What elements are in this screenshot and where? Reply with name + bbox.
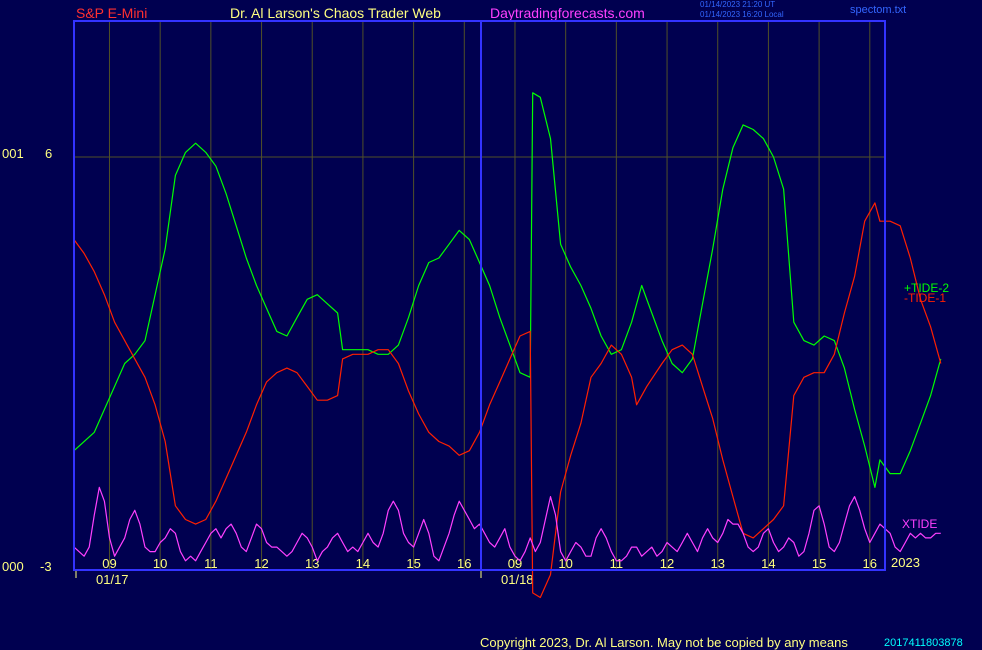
hour-tick-label: 15	[406, 556, 420, 571]
plot-frame	[73, 20, 886, 571]
hour-labels-layer: 09 10 11 12 13 14 15 16 09 10 11 12 13 14 15 16	[75, 556, 877, 578]
year-label: 2023	[891, 555, 920, 570]
xtide-line	[73, 486, 941, 562]
symbol-title: S&P E-Mini	[76, 5, 148, 21]
hour-tick-label: 14	[356, 556, 370, 571]
source-file: spectom.txt	[850, 4, 907, 16]
legend-tide1: -TIDE-1	[904, 291, 946, 305]
hour-tick-label: 13	[305, 556, 319, 571]
hour-tick-label: 14	[761, 556, 775, 571]
hour-tick-label: 09	[102, 556, 116, 571]
hour-tick-label: 12	[254, 556, 268, 571]
hour-tick-label: 11	[204, 556, 218, 571]
site-link[interactable]: Daytradingforecasts.com	[490, 5, 645, 21]
chart-title: Dr. Al Larson's Chaos Trader Web	[230, 5, 441, 21]
footer-code: 2017411803878	[884, 637, 963, 649]
grid-layer	[74, 21, 885, 570]
legend-xtide: XTIDE	[902, 517, 938, 531]
y-bottom-value-label: -3	[40, 559, 52, 574]
hour-tick-label: 12	[660, 556, 674, 571]
hour-tick-label: 10	[153, 556, 167, 571]
timestamp-ut: 01/14/2023 21:20 UT	[700, 0, 776, 9]
tide1-line	[73, 202, 942, 599]
y-top-value-label: 6	[45, 146, 53, 161]
legend-tide2: +TIDE-2	[904, 281, 950, 295]
hour-tick-label: 16	[863, 556, 877, 571]
hour-tick-label: 16	[457, 556, 471, 571]
tide2-line	[73, 92, 942, 488]
timestamp-local: 01/14/2023 16:20 Local	[700, 10, 784, 19]
date-label-0117: 01/17	[96, 572, 129, 587]
series-layer	[73, 92, 942, 599]
date-label-0118: 01/18	[501, 572, 534, 587]
y-bottom-left-label: 000	[2, 559, 24, 574]
y-top-left-label: 001	[2, 146, 24, 161]
hour-tick-label: 11	[610, 556, 624, 571]
hour-tick-label: 13	[710, 556, 724, 571]
hour-tick-label: 09	[508, 556, 522, 571]
copyright-text: Copyright 2023, Dr. Al Larson. May not b…	[480, 635, 848, 650]
hour-tick-label: 15	[812, 556, 826, 571]
hour-tick-label: 10	[558, 556, 572, 571]
